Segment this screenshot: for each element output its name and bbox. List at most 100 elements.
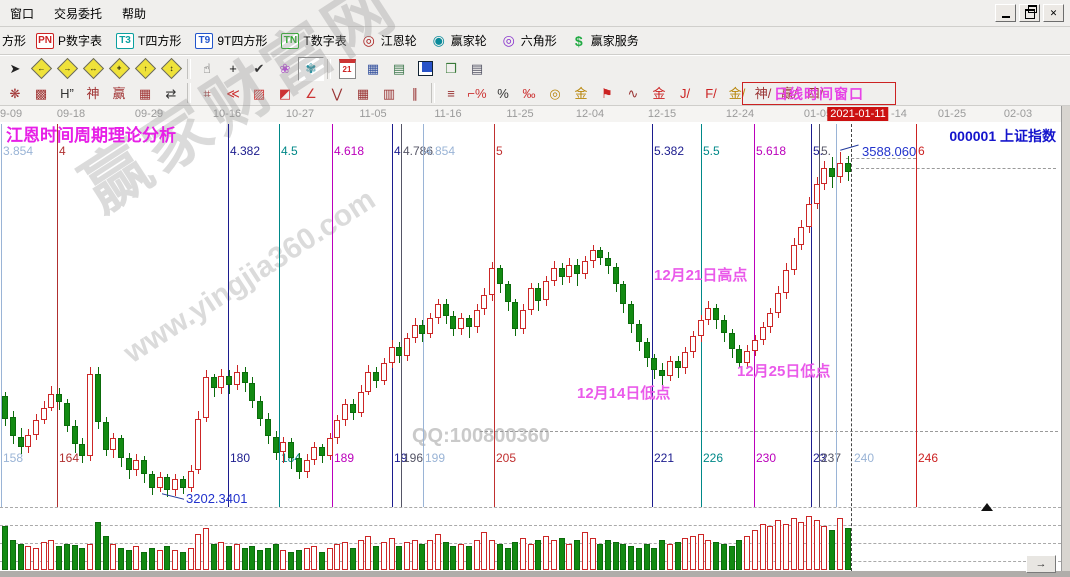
- candle: [94, 373, 101, 423]
- toolbar-separator: [327, 58, 331, 79]
- toolbar-item-T数字表[interactable]: TN T数字表: [277, 30, 350, 51]
- shen-angle-tool-icon[interactable]: 神/: [754, 85, 772, 101]
- toolbar-item-赢家轮[interactable]: ◉ 赢家轮: [427, 30, 491, 51]
- flower-tool-icon[interactable]: ❀: [279, 61, 291, 76]
- toolbar-item-赢家服务[interactable]: $ 赢家服务: [567, 30, 643, 51]
- toolbar-item-9T四方形[interactable]: T9 9T四方形: [191, 30, 271, 51]
- volume-bar: [643, 544, 650, 570]
- f-angle-tool-icon[interactable]: F/: [705, 85, 717, 101]
- volume-bar: [349, 548, 356, 570]
- toolbar-item-P数字表[interactable]: PN P数字表: [32, 30, 106, 51]
- toolbar-item-T四方形[interactable]: T3 T四方形: [112, 30, 185, 51]
- angle-lines-tool-icon[interactable]: ∠: [305, 85, 317, 101]
- gann-fan-tool-icon[interactable]: ≪: [226, 85, 240, 101]
- menu-item-1[interactable]: 交易委托: [54, 7, 103, 21]
- span-arrows-tool-icon[interactable]: ⇄: [165, 85, 177, 101]
- percent-tool-icon[interactable]: %: [497, 85, 509, 101]
- gann-line-3.854: [1, 124, 2, 507]
- diamond-leftright-tool-icon[interactable]: ↔: [80, 57, 106, 81]
- annotation-12月14日低点: 12月14日低点: [577, 385, 671, 402]
- volume-bar: [17, 544, 24, 570]
- candle: [519, 309, 526, 330]
- percent-line-tool-icon[interactable]: ⌐%: [467, 85, 487, 101]
- ying-angle-tool-icon[interactable]: 赢/: [780, 85, 798, 101]
- pointer-tool-icon[interactable]: ➤: [9, 61, 21, 76]
- chart-area[interactable]: [0, 122, 1061, 507]
- scroll-up-triangle-icon[interactable]: [981, 503, 993, 511]
- dashed-guide-2: [480, 431, 1058, 432]
- calendar-tool-icon[interactable]: 21: [334, 57, 360, 81]
- volume-bar: [63, 544, 70, 570]
- candle: [118, 438, 124, 458]
- toolbar-item-六角形[interactable]: ◎ 六角形: [497, 30, 561, 51]
- volume-bar: [427, 540, 434, 570]
- gold-box-tool-icon[interactable]: 金: [652, 85, 666, 101]
- candle: [705, 307, 712, 321]
- package-tool-icon[interactable]: ❒: [445, 61, 457, 76]
- notes-tool-icon[interactable]: ▤: [392, 61, 406, 76]
- candle: [241, 372, 248, 383]
- gold-lines-tool-icon[interactable]: 金: [574, 85, 588, 101]
- candle: [396, 347, 403, 356]
- target-grid-tool-icon[interactable]: ▩: [34, 85, 48, 101]
- star-grid-tool-icon[interactable]: ❋: [9, 85, 21, 101]
- gann-box-tool-icon[interactable]: ⌗: [203, 85, 211, 101]
- menu-item-2[interactable]: 帮助: [122, 7, 147, 21]
- crosshair-tool-icon[interactable]: +: [229, 61, 237, 76]
- candle: [535, 288, 542, 301]
- j-angle-tool-icon[interactable]: J/: [679, 85, 691, 101]
- v-lines-tool-icon[interactable]: ⋁: [331, 85, 343, 101]
- wave-tool-icon[interactable]: ∿: [627, 85, 639, 101]
- scroll-right-button[interactable]: →: [1026, 555, 1056, 573]
- grid-arrow-tool-icon[interactable]: ▥: [382, 85, 396, 101]
- diamond-cross-tool-icon[interactable]: +: [106, 57, 132, 81]
- abacus-grid-tool-icon[interactable]: ▦: [138, 85, 152, 101]
- diamond-up-tool-icon[interactable]: ↑: [132, 57, 158, 81]
- candle: [612, 266, 619, 285]
- candle: [473, 309, 480, 328]
- brain-analysis-tool-icon[interactable]: ✾: [298, 56, 324, 81]
- si-angle-tool-icon[interactable]: 四/: [806, 85, 824, 101]
- volume-bar: [419, 544, 426, 570]
- volume-bar: [775, 520, 781, 570]
- save-tool-icon[interactable]: [412, 57, 438, 81]
- volume-bar: [581, 532, 588, 570]
- gann-top-label-5.382: 5.382: [654, 144, 685, 158]
- corner-fan-tool-icon[interactable]: ◩: [278, 85, 292, 101]
- flag-candle-tool-icon[interactable]: ⚑: [601, 85, 613, 101]
- close-button[interactable]: ✕: [1043, 4, 1064, 22]
- volume-bar: [473, 540, 480, 570]
- dashed-guide-0: [846, 158, 916, 159]
- scale-lines-tool-icon[interactable]: ≡: [447, 85, 455, 101]
- candle: [411, 324, 418, 339]
- diamond-right-tool-icon[interactable]: →: [54, 57, 80, 81]
- h-marks-tool-icon[interactable]: H”: [60, 85, 74, 101]
- menu-item-0[interactable]: 窗口: [10, 7, 35, 21]
- volume-bar: [40, 542, 47, 570]
- shen-grid-tool-icon[interactable]: 神: [86, 85, 100, 101]
- volume-bar: [697, 534, 704, 570]
- volume-bar: [527, 544, 534, 570]
- volume-bar: [195, 534, 202, 570]
- candle: [404, 338, 410, 356]
- gold-angle-tool-icon[interactable]: 金/: [728, 85, 746, 101]
- printer-tool-icon[interactable]: ▤: [470, 61, 484, 76]
- check-tool-icon[interactable]: ✔: [253, 61, 265, 76]
- volume-bar: [141, 552, 148, 570]
- calculator-tool-icon[interactable]: ▦: [366, 61, 380, 76]
- volume-bar: [9, 540, 16, 570]
- restore-button[interactable]: [1019, 4, 1040, 22]
- grid-tool-icon[interactable]: ▦: [356, 85, 370, 101]
- gann-top-label-4.786: 4.786: [403, 144, 434, 158]
- pan-hand-tool-icon[interactable]: ☝: [203, 61, 211, 76]
- gold-circle-tool-icon[interactable]: ◎: [549, 85, 561, 101]
- parallel-lines-tool-icon[interactable]: ∥: [411, 85, 419, 101]
- diamond-left-tool-icon[interactable]: ←: [28, 57, 54, 81]
- minimize-button[interactable]: [995, 4, 1016, 22]
- toolbar-item-江恩轮[interactable]: ◎ 江恩轮: [357, 30, 421, 51]
- candle: [141, 459, 148, 474]
- permille-tool-icon[interactable]: ‰: [522, 85, 536, 101]
- ying-grid-tool-icon[interactable]: 赢: [112, 85, 126, 101]
- gann-line-4.854: [423, 124, 424, 507]
- hatch-box-tool-icon[interactable]: ▨: [252, 85, 266, 101]
